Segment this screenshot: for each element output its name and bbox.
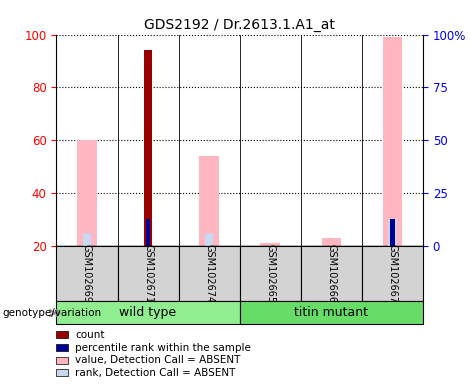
Bar xyxy=(321,238,341,246)
Bar xyxy=(56,301,240,324)
Bar xyxy=(77,140,97,246)
Text: GSM102665: GSM102665 xyxy=(265,244,275,303)
Bar xyxy=(118,246,179,301)
Bar xyxy=(240,301,423,324)
Text: GSM102666: GSM102666 xyxy=(326,244,337,303)
Polygon shape xyxy=(56,310,60,316)
Text: GSM102669: GSM102669 xyxy=(82,244,92,303)
Bar xyxy=(146,219,150,246)
Bar xyxy=(301,246,362,301)
Text: percentile rank within the sample: percentile rank within the sample xyxy=(75,343,251,353)
Text: wild type: wild type xyxy=(119,306,177,319)
Bar xyxy=(56,246,118,301)
Bar xyxy=(205,233,213,246)
Text: value, Detection Call = ABSENT: value, Detection Call = ABSENT xyxy=(75,355,241,365)
Bar xyxy=(179,246,240,301)
Text: GSM102674: GSM102674 xyxy=(204,244,214,303)
Bar xyxy=(260,243,280,246)
Bar xyxy=(199,156,219,246)
Title: GDS2192 / Dr.2613.1.A1_at: GDS2192 / Dr.2613.1.A1_at xyxy=(144,18,335,32)
Text: genotype/variation: genotype/variation xyxy=(2,308,102,318)
Bar xyxy=(83,233,91,246)
Bar xyxy=(144,50,152,246)
Text: count: count xyxy=(75,330,105,340)
Text: GSM102671: GSM102671 xyxy=(143,244,153,303)
Bar xyxy=(383,37,402,246)
Text: titin mutant: titin mutant xyxy=(294,306,368,319)
Bar xyxy=(388,219,397,246)
Text: GSM102667: GSM102667 xyxy=(387,244,398,303)
Bar xyxy=(240,246,301,301)
Bar xyxy=(390,219,395,246)
Bar xyxy=(362,246,423,301)
Text: rank, Detection Call = ABSENT: rank, Detection Call = ABSENT xyxy=(75,368,235,378)
